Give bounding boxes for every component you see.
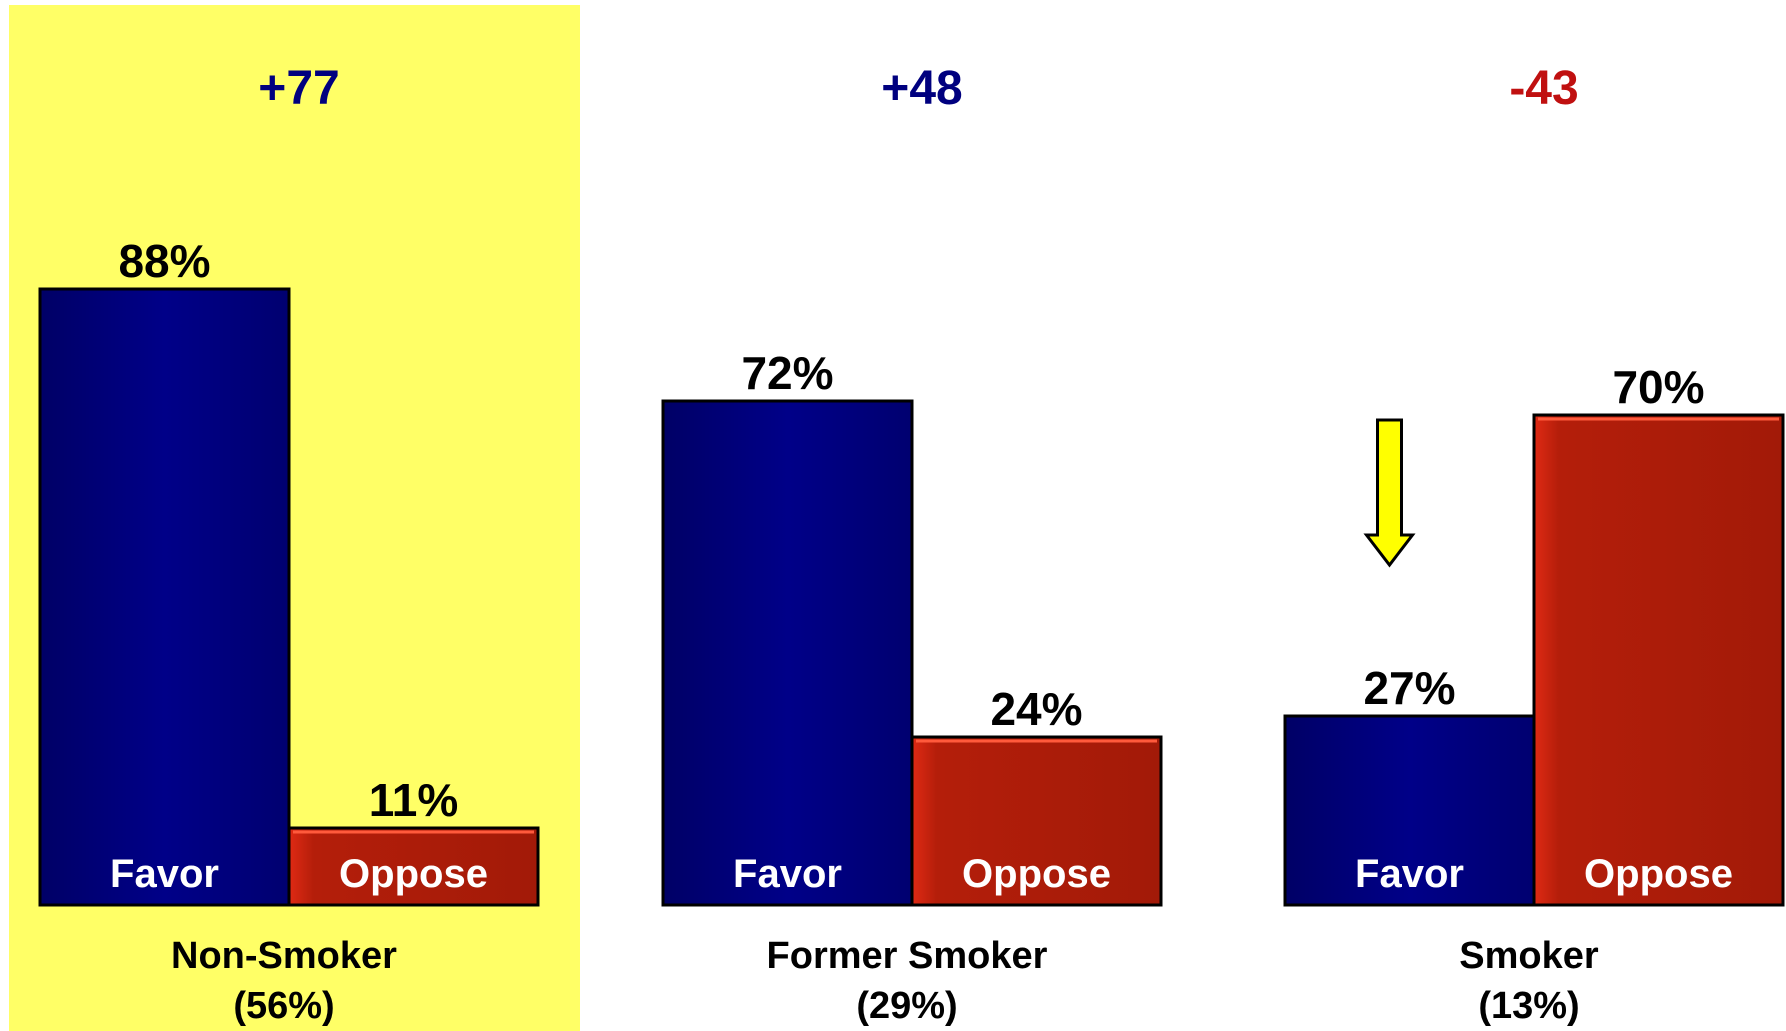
bar-category-label: Favor [110, 852, 219, 896]
bar-value-label: 11% [369, 774, 459, 826]
bar-oppose [1532, 413, 1785, 907]
bar-value-label: 88% [118, 235, 210, 287]
net-difference-label: -43 [1509, 62, 1578, 115]
bar-category-label: Oppose [339, 852, 488, 896]
bar-value-label: 27% [1363, 662, 1455, 714]
group-share-former-smoker: (29%) [856, 985, 957, 1027]
net-difference-label: +77 [258, 62, 339, 115]
bar-oppose [287, 826, 540, 907]
bar-value-label: 72% [741, 347, 833, 399]
bar-category-label: Oppose [962, 852, 1111, 896]
bar-value-label: 70% [1612, 361, 1704, 413]
group-label-non-smoker: Non-Smoker [171, 935, 397, 977]
bar-category-label: Favor [733, 852, 842, 896]
bar-value-label: 24% [990, 683, 1082, 735]
group-share-smoker: (13%) [1478, 985, 1579, 1027]
bar-oppose [910, 735, 1163, 907]
bar-category-label: Oppose [1584, 852, 1733, 896]
bar-favor [661, 399, 914, 907]
down-arrow-icon [1363, 418, 1416, 568]
group-share-non-smoker: (56%) [233, 985, 334, 1027]
group-label-former-smoker: Former Smoker [767, 935, 1048, 977]
bar-favor [1283, 714, 1536, 907]
bar-favor [38, 287, 291, 907]
bar-category-label: Favor [1355, 852, 1464, 896]
group-label-smoker: Smoker [1459, 935, 1599, 977]
net-difference-label: +48 [881, 62, 962, 115]
